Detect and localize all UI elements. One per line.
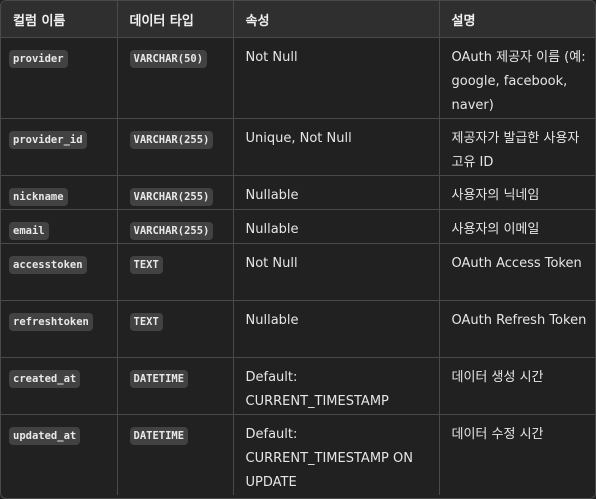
description-cell: OAuth 제공자 이름 (예: google, facebook, naver… (439, 37, 595, 119)
description-cell: OAuth Access Token (439, 243, 595, 301)
column-name-code: provider (9, 50, 68, 68)
column-name-code: provider_id (9, 131, 87, 149)
description-cell: 제공자가 발급한 사용자 고유 ID (439, 118, 595, 176)
column-name-code: accesstoken (9, 256, 87, 274)
table-row: refreshtoken TEXT Nullable OAuth Refresh… (1, 300, 595, 358)
description-cell: OAuth Refresh Token (439, 300, 595, 358)
data-type-code: TEXT (129, 256, 163, 274)
attribute-cell: Not Null (233, 37, 440, 119)
data-type-code: DATETIME (129, 370, 189, 388)
table-row: email VARCHAR(255) Nullable 사용자의 이메일 (1, 209, 595, 244)
attribute-cell: Unique, Not Null (233, 118, 440, 176)
attribute-cell: Nullable (233, 300, 440, 358)
table-row: provider VARCHAR(50) Not Null OAuth 제공자 … (1, 37, 595, 119)
data-type-code: VARCHAR(255) (129, 222, 214, 240)
attribute-cell: Default: CURRENT_TIMESTAMP ON UPDATE (233, 414, 440, 495)
table-row: provider_id VARCHAR(255) Unique, Not Nul… (1, 118, 595, 176)
attribute-cell: Nullable (233, 209, 440, 244)
description-cell: 사용자의 이메일 (439, 209, 595, 244)
description-cell: 데이터 수정 시간 (451, 427, 544, 442)
attribute-cell: Not Null (233, 243, 440, 301)
column-name-code: email (9, 222, 49, 240)
data-type-code: TEXT (129, 313, 163, 331)
data-type-code: VARCHAR(255) (129, 188, 214, 206)
header-description: 설명 (439, 1, 595, 38)
header-attributes: 속성 (233, 1, 440, 38)
column-name-code: updated_at (9, 427, 81, 445)
column-name-code: created_at (9, 370, 81, 388)
table-row: created_at DATETIME Default: CURRENT_TIM… (1, 357, 595, 415)
attribute-cell: Nullable (233, 175, 440, 210)
data-type-code: VARCHAR(255) (129, 131, 214, 149)
description-cell: 데이터 생성 시간 (439, 357, 595, 415)
column-name-code: nickname (9, 188, 68, 206)
table-header-row: 컬럼 이름 데이터 타입 속성 설명 (1, 1, 595, 38)
data-type-code: DATETIME (129, 427, 189, 445)
header-data-type: 데이터 타입 (117, 1, 234, 38)
column-name-code: refreshtoken (9, 313, 93, 331)
table-row: accesstoken TEXT Not Null OAuth Access T… (1, 243, 595, 301)
attribute-cell: Default: CURRENT_TIMESTAMP (233, 357, 440, 415)
table-row: nickname VARCHAR(255) Nullable 사용자의 닉네임 (1, 175, 595, 210)
header-column-name: 컬럼 이름 (1, 1, 118, 38)
description-cell: 사용자의 닉네임 (439, 175, 595, 210)
table-row: updated_at DATETIME Default: CURRENT_TIM… (1, 414, 595, 495)
data-type-code: VARCHAR(50) (129, 50, 208, 68)
